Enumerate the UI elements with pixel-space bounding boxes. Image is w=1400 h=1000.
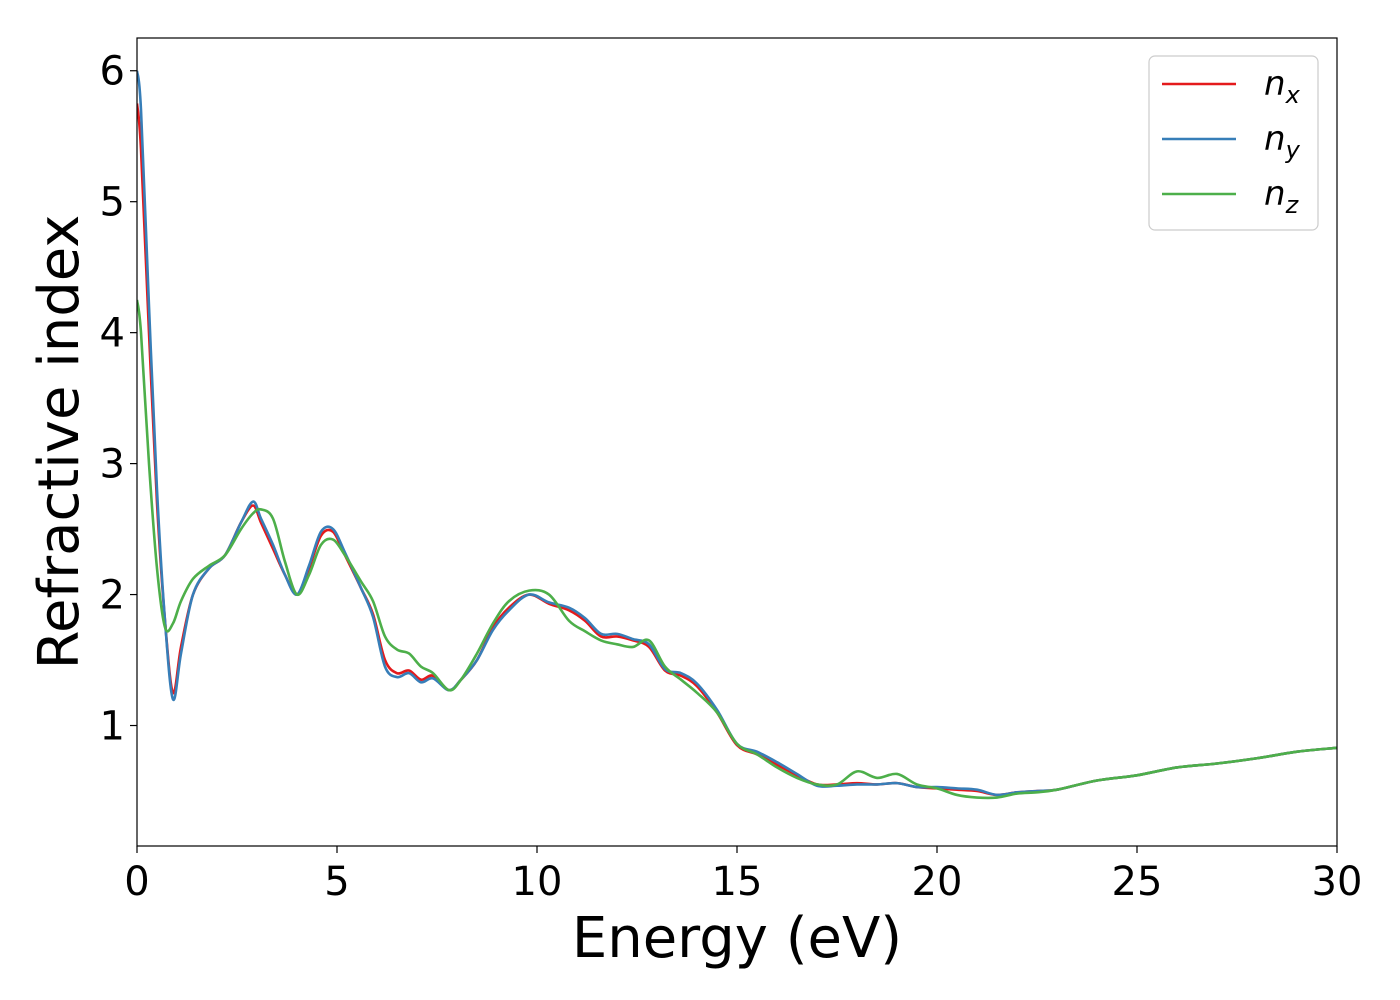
series-line-ny — [137, 70, 1337, 797]
legend: nx ny nz — [1148, 55, 1319, 231]
x-tick-label: 5 — [324, 859, 349, 905]
x-tick-label: 25 — [1112, 859, 1163, 905]
x-tick-label: 10 — [512, 859, 563, 905]
legend-label-nx: nx — [1264, 64, 1301, 109]
y-axis-ticks: 1 2 3 4 5 6 — [100, 49, 137, 750]
plot-background — [137, 38, 1337, 846]
x-tick-label: 15 — [712, 859, 763, 905]
y-tick-label: 3 — [100, 442, 125, 488]
y-tick-label: 2 — [100, 573, 125, 619]
y-tick-label: 5 — [100, 180, 125, 226]
x-tick-label: 0 — [124, 859, 149, 905]
y-tick-label: 6 — [100, 49, 125, 95]
legend-label-nz: nz — [1264, 174, 1300, 219]
y-tick-label: 4 — [100, 311, 125, 357]
x-tick-label: 30 — [1312, 859, 1363, 905]
x-tick-label: 20 — [912, 859, 963, 905]
series-layer — [137, 70, 1337, 800]
legend-box — [1148, 55, 1319, 231]
legend-label-ny: ny — [1264, 119, 1301, 164]
x-axis-label: Energy (eV) — [572, 906, 902, 971]
series-line-nz — [137, 299, 1337, 800]
y-tick-label: 1 — [100, 704, 125, 750]
y-axis-label: Refractive index — [27, 215, 92, 670]
x-axis-ticks: 0 5 10 15 20 25 30 — [124, 846, 1362, 905]
